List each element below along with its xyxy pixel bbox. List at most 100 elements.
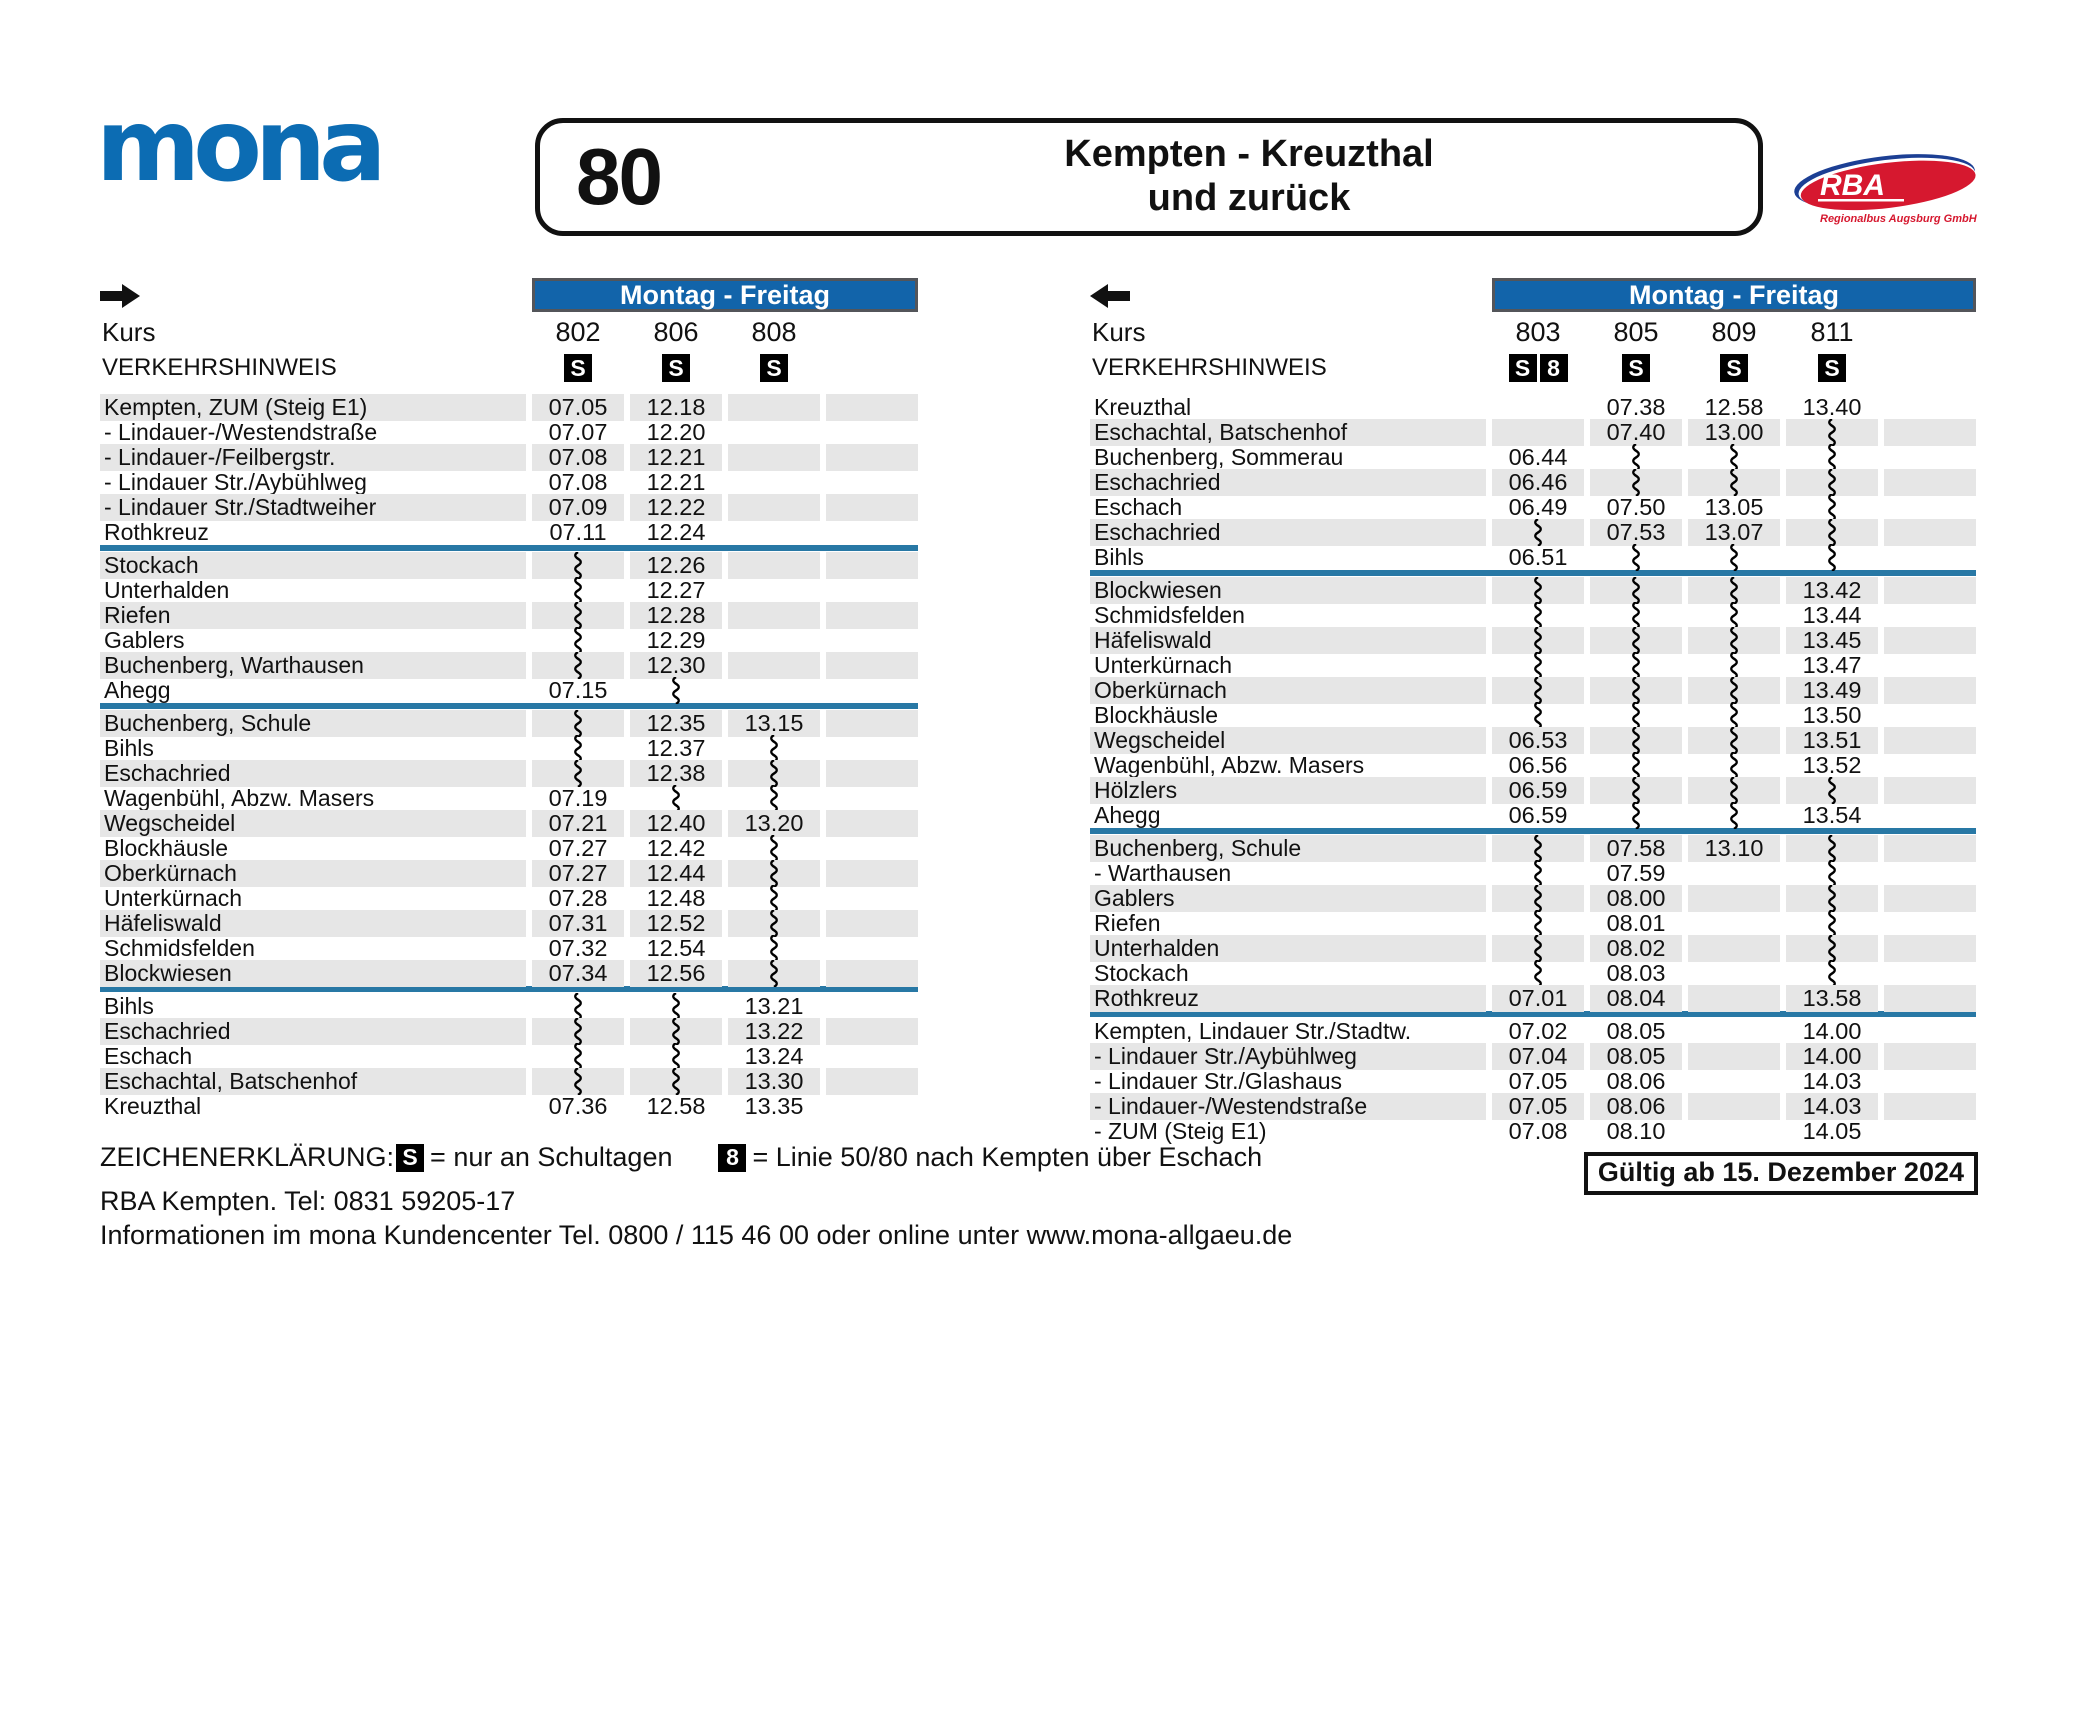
section-divider	[100, 545, 918, 551]
timetable-row: Kreuzthal 07.38 12.58 13.40	[1090, 394, 1976, 420]
course-number: 803	[1515, 317, 1561, 347]
time-cell: 12.28	[630, 602, 722, 629]
course-number: 809	[1711, 317, 1757, 347]
time-cell	[1590, 677, 1682, 704]
time-cell	[728, 885, 820, 912]
time-cell	[728, 785, 820, 812]
timetable-row: Stockach 12.26	[100, 552, 918, 579]
stop-name: Unterhalden	[104, 577, 230, 603]
stop-name: Unterhalden	[1090, 935, 1486, 962]
time-cell	[1786, 910, 1878, 937]
stop-name: Blockhäusle	[1094, 702, 1219, 728]
time-cell: 06.59	[1492, 777, 1584, 804]
time-cell: 12.54	[646, 935, 706, 961]
no-stop-zigzag-icon	[1632, 627, 1640, 654]
time-cell: 06.56	[1508, 752, 1568, 778]
no-stop-zigzag-icon	[1730, 544, 1738, 571]
time-cell	[1492, 885, 1584, 912]
no-stop-zigzag-icon	[1828, 444, 1836, 471]
no-stop-zigzag-icon	[1730, 652, 1738, 679]
time-cell: 07.59	[1606, 860, 1666, 886]
no-stop-zigzag-icon	[770, 785, 778, 812]
time-cell	[826, 1043, 918, 1070]
no-stop-zigzag-icon	[1632, 602, 1640, 629]
route-title-line1: Kempten - Kreuzthal	[1064, 133, 1434, 176]
time-cell: 07.38	[1606, 394, 1666, 420]
stop-name: Wegscheidel	[100, 810, 526, 837]
stop-name: Oberkürnach	[100, 860, 526, 887]
no-stop-zigzag-icon	[1632, 702, 1640, 729]
time-cell	[1884, 1118, 1976, 1145]
time-cell	[532, 735, 624, 762]
stop-name: Gablers	[104, 627, 185, 653]
time-cell	[728, 469, 820, 496]
stop-name: - Lindauer Str./Stadtweiher	[100, 494, 526, 521]
time-cell: 07.11	[549, 519, 607, 545]
no-stop-zigzag-icon	[770, 760, 778, 787]
no-stop-zigzag-icon	[1534, 602, 1542, 629]
time-cell	[1786, 419, 1878, 446]
time-cell: 13.47	[1802, 652, 1862, 678]
time-cell: 07.08	[532, 444, 624, 471]
no-stop-zigzag-icon	[1534, 577, 1542, 604]
time-cell	[826, 1093, 918, 1120]
time-cell	[1884, 577, 1976, 604]
route-header-box: 80 Kempten - Kreuzthal und zurück	[535, 118, 1763, 236]
no-stop-zigzag-icon	[1828, 419, 1836, 446]
time-cell	[1688, 652, 1780, 679]
timetable-row: Bihls 12.37	[100, 735, 918, 762]
stop-name: Hölzlers	[1090, 777, 1486, 804]
time-cell: 13.54	[1802, 802, 1862, 828]
time-cell	[1884, 910, 1976, 937]
time-cell	[826, 1018, 918, 1045]
no-stop-zigzag-icon	[672, 1018, 680, 1045]
no-stop-zigzag-icon	[672, 785, 680, 812]
time-cell: 12.58	[1704, 394, 1764, 420]
course-number: 806	[653, 317, 699, 347]
stop-name: Bihls	[104, 735, 154, 761]
time-cell	[1492, 519, 1584, 546]
no-stop-zigzag-icon	[1632, 577, 1640, 604]
time-cell: 07.53	[1590, 519, 1682, 546]
time-cell	[826, 860, 918, 887]
no-stop-zigzag-icon	[1632, 677, 1640, 704]
timetable-row: Eschachried 07.53 13.07	[1090, 519, 1976, 546]
stop-name: - Lindauer-/Westendstraße	[1090, 1093, 1486, 1120]
time-cell	[826, 444, 918, 471]
time-cell: 12.18	[630, 394, 722, 421]
no-stop-zigzag-icon	[1730, 677, 1738, 704]
time-cell	[1492, 860, 1584, 887]
time-cell	[1884, 702, 1976, 729]
stop-name: Buchenberg, Sommerau	[1094, 444, 1344, 470]
timetable-row: Ahegg 06.59 13.54	[1090, 802, 1976, 829]
timetable-row: Bihls 06.51	[1090, 544, 1976, 571]
section-divider	[1090, 1011, 1976, 1017]
time-cell	[630, 1018, 722, 1045]
course-badges: S	[532, 354, 624, 382]
time-cell	[1884, 885, 1976, 912]
time-cell	[532, 602, 624, 629]
time-cell: 07.27	[532, 860, 624, 887]
validity-box: Gültig ab 15. Dezember 2024	[1583, 1152, 1978, 1195]
time-cell	[1884, 677, 1976, 704]
time-cell: 12.40	[630, 810, 722, 837]
schooldays-badge: S	[1508, 354, 1537, 382]
course-number: 805	[1613, 317, 1659, 347]
time-cell: 12.26	[630, 552, 722, 579]
no-stop-zigzag-icon	[1828, 777, 1836, 804]
time-cell	[826, 835, 918, 862]
no-stop-zigzag-icon	[1828, 544, 1836, 571]
time-cell: 12.35	[630, 710, 722, 737]
no-stop-zigzag-icon	[1828, 494, 1836, 521]
time-cell: 12.52	[630, 910, 722, 937]
course-number: 808	[751, 317, 797, 347]
time-cell: 13.05	[1704, 494, 1764, 520]
stop-name: Bihls	[104, 993, 154, 1019]
time-cell	[826, 935, 918, 962]
timetable-outbound: Montag - Freitag Kurs 802 806 808 VERKEHRS…	[100, 278, 918, 1120]
time-cell: 13.52	[1802, 752, 1862, 778]
time-cell	[826, 627, 918, 654]
time-cell	[532, 1068, 624, 1095]
